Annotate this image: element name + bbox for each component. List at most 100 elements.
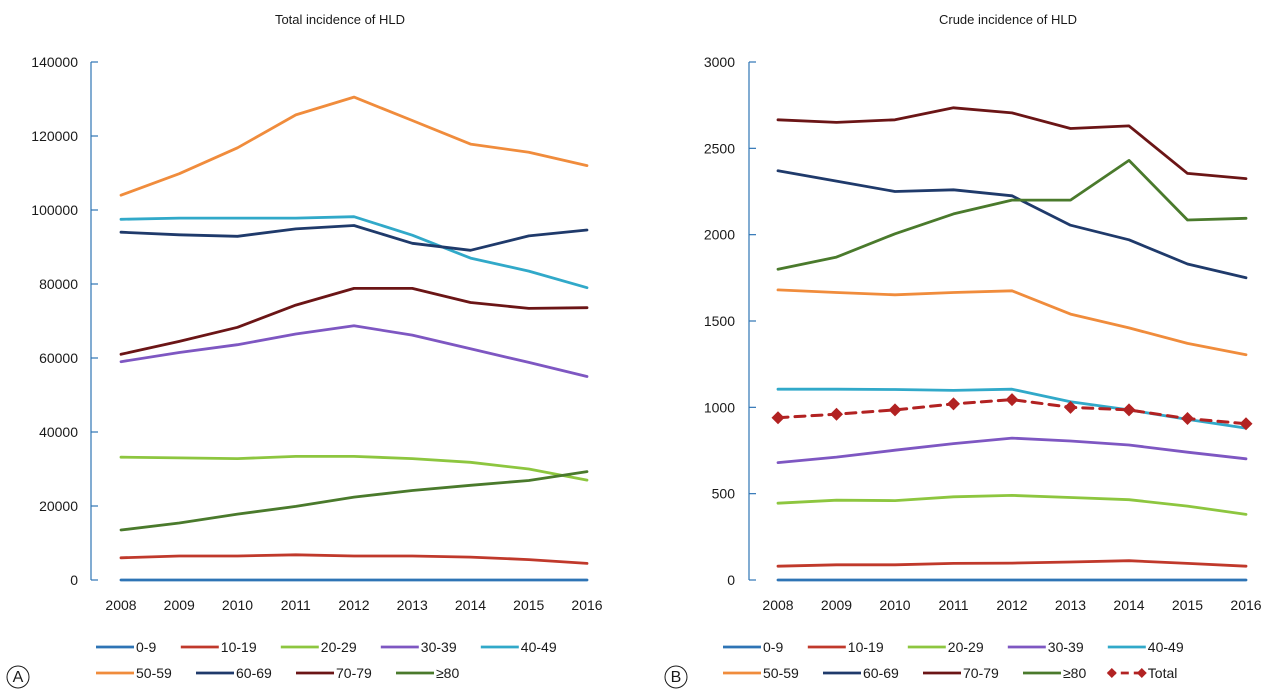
series-line-20-29	[119, 454, 589, 482]
legend-label: 30-39	[1048, 639, 1084, 655]
legend-label: 60-69	[863, 665, 899, 681]
y-tick-label: 60000	[39, 350, 78, 366]
series-point-total	[1122, 403, 1136, 417]
y-tick-label: 500	[712, 486, 736, 502]
legend-item-50-59: 50-59	[723, 665, 799, 681]
y-tick-label: 20000	[39, 498, 78, 514]
x-tick-label: 2010	[222, 597, 253, 613]
x-tick-label: 2014	[1113, 597, 1144, 613]
x-tick-label: 2010	[879, 597, 910, 613]
series-line-30-39	[119, 324, 589, 378]
series-line-30-39	[776, 436, 1248, 465]
legend-item-20-29: 20-29	[280, 639, 357, 655]
y-tick-label: 2000	[704, 227, 735, 243]
y-tick-label: 2500	[704, 140, 735, 156]
legend-label: 30-39	[421, 639, 457, 655]
legend-label: ≥80	[436, 665, 459, 681]
legend-item-30-39: 30-39	[1007, 639, 1084, 655]
x-tick-label: 2011	[281, 597, 311, 613]
panel-b: Crude incidence of HLD 0 500 1000 1500 2000 25…	[664, 12, 1262, 689]
legend-label: 10-19	[848, 639, 884, 655]
x-tick-label: 2013	[397, 597, 428, 613]
chart-title: Crude incidence of HLD	[939, 12, 1077, 27]
x-tick-label: 2015	[1172, 597, 1203, 613]
series-line-20-29	[776, 493, 1248, 516]
x-tick-label: 2012	[996, 597, 1027, 613]
series-point-total	[1064, 400, 1077, 414]
legend-item-40-49: 40-49	[1107, 639, 1184, 655]
legend-label: 40-49	[521, 639, 557, 655]
y-tick-label: 140000	[31, 54, 78, 70]
series-point-total	[947, 397, 960, 411]
legend-item-70-79: 70-79	[923, 665, 999, 681]
panel-label-text: B	[671, 669, 682, 686]
series-point-total	[888, 403, 902, 417]
legend-item-total: Total	[1106, 665, 1177, 681]
legend-label: 20-29	[321, 639, 357, 655]
legend-marker	[1136, 668, 1147, 678]
legend-label: 0-9	[136, 639, 156, 655]
y-tick-label: 120000	[31, 128, 78, 144]
x-tick-label: 2011	[938, 597, 968, 613]
legend-label: 10-19	[221, 639, 257, 655]
series-line-50-59	[776, 288, 1248, 357]
panel-label-text: A	[13, 669, 24, 686]
legend-item-50-59: 50-59	[96, 665, 172, 681]
x-tick-label: 2014	[455, 597, 486, 613]
legend-item-0-9: 0-9	[723, 639, 783, 655]
y-tick-label: 40000	[39, 424, 78, 440]
y-tick-label: 80000	[39, 276, 78, 292]
legend-label: 50-59	[136, 665, 172, 681]
series-line-60-69	[776, 169, 1248, 280]
panel-a: Total incidence of HLD 0 20000 40000 60000 80…	[6, 12, 603, 689]
series-line-50-59	[119, 95, 589, 197]
series-point-total	[1239, 417, 1253, 431]
legend-label: ≥80	[1063, 665, 1086, 681]
legend-item-60-69: 60-69	[196, 665, 272, 681]
legend-marker	[1106, 668, 1117, 678]
y-tick-label: 1500	[704, 313, 735, 329]
series-line-10-19	[776, 559, 1248, 568]
y-tick-label: 3000	[704, 54, 735, 70]
legend-label: 0-9	[763, 639, 783, 655]
series-line-40-49	[119, 215, 589, 290]
series-line-70-79	[776, 106, 1248, 181]
series-line-60-69	[119, 224, 589, 252]
legend-item-10-19: 10-19	[180, 639, 257, 655]
series-line-70-79	[119, 286, 589, 356]
legend-item-10-19: 10-19	[807, 639, 884, 655]
legend-label: 60-69	[236, 665, 272, 681]
y-tick-label: 100000	[31, 202, 78, 218]
legend-label: 70-79	[336, 665, 372, 681]
x-tick-label: 2008	[105, 597, 136, 613]
x-tick-label: 2012	[338, 597, 369, 613]
x-tick-label: 2013	[1055, 597, 1086, 613]
legend-item-30-39: 30-39	[380, 639, 457, 655]
series-line-10-19	[119, 553, 589, 565]
chart-title: Total incidence of HLD	[275, 12, 405, 27]
x-tick-label: 2009	[164, 597, 195, 613]
series-point-total	[1005, 393, 1019, 407]
x-tick-label: 2015	[513, 597, 544, 613]
series-line-ge80	[776, 158, 1248, 271]
series-point-total	[771, 411, 785, 425]
legend-item-40-49: 40-49	[480, 639, 557, 655]
x-tick-label: 2016	[571, 597, 602, 613]
legend-item-ge80: ≥80	[396, 665, 459, 681]
legend-label: 40-49	[1148, 639, 1184, 655]
panel-label: B	[664, 665, 688, 689]
series-point-total	[830, 407, 843, 421]
legend-item-0-9: 0-9	[96, 639, 156, 655]
y-tick-label: 1000	[704, 399, 735, 415]
y-tick-label: 0	[727, 572, 735, 588]
x-tick-label: 2016	[1230, 597, 1261, 613]
legend-item-70-79: 70-79	[296, 665, 372, 681]
panel-label-circle	[664, 665, 688, 689]
legend-label: 20-29	[948, 639, 984, 655]
panel-label: A	[6, 665, 30, 689]
legend-label: 70-79	[963, 665, 999, 681]
panel-label-circle	[6, 665, 30, 689]
legend-item-60-69: 60-69	[823, 665, 899, 681]
